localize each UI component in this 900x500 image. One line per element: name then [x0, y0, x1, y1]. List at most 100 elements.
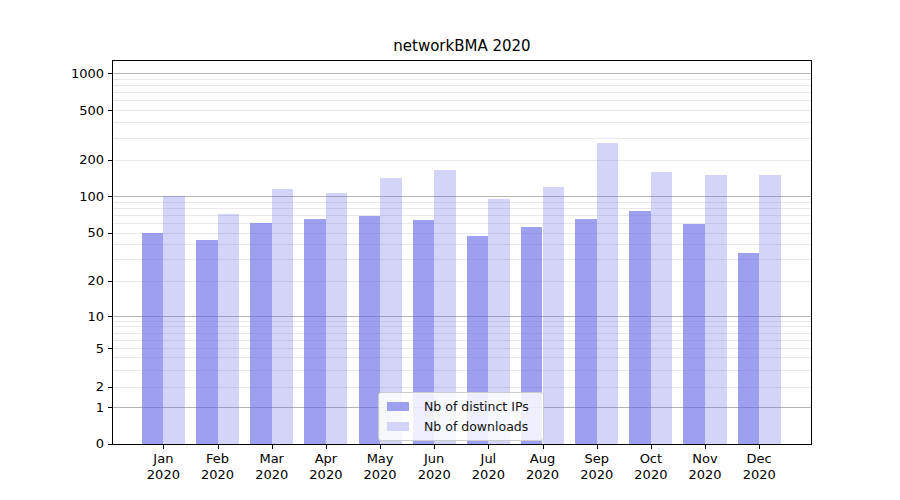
y-tick-mark: [108, 73, 112, 74]
bar-downloads: [163, 196, 185, 444]
y-tick-mark: [108, 160, 112, 161]
y-tick-mark: [108, 407, 112, 408]
x-tick-mark: [326, 445, 327, 449]
legend-item: Nb of downloads: [387, 419, 535, 434]
gridline-minor: [113, 110, 811, 111]
bar-distinct-ips: [738, 253, 760, 444]
x-axis-tick-label-line: Sep: [567, 451, 627, 467]
bar-downloads: [272, 189, 294, 444]
y-axis-tick-label: 1000: [34, 66, 104, 81]
x-axis-tick-label-line: Dec: [729, 451, 789, 467]
x-axis-tick-label-line: Apr: [296, 451, 356, 467]
x-axis-tick-label-line: 2020: [404, 467, 464, 483]
y-tick-mark: [108, 196, 112, 197]
y-tick-mark: [108, 444, 112, 445]
bar-downloads: [218, 214, 240, 444]
bar-distinct-ips: [304, 219, 326, 444]
y-axis-tick-label: 5: [34, 341, 104, 356]
bar-downloads: [651, 172, 673, 444]
y-tick-mark: [108, 281, 112, 282]
y-axis-tick-label: 10: [34, 309, 104, 324]
bar-downloads: [759, 175, 781, 444]
y-axis-tick-label: 20: [34, 273, 104, 288]
x-tick-mark: [597, 445, 598, 449]
x-axis-tick-label: May2020: [350, 451, 410, 483]
x-tick-mark: [380, 445, 381, 449]
legend-label: Nb of distinct IPs: [424, 399, 529, 414]
chart: networkBMA 2020 Nb of distinct IPs Nb of…: [0, 0, 900, 500]
x-axis-tick-label: Oct2020: [621, 451, 681, 483]
y-axis-tick-label: 50: [34, 225, 104, 240]
x-axis-tick-label-line: Nov: [675, 451, 735, 467]
legend-item: Nb of distinct IPs: [387, 399, 535, 414]
x-tick-mark: [543, 445, 544, 449]
gridline-minor: [113, 138, 811, 139]
x-axis-tick-label: Apr2020: [296, 451, 356, 483]
y-axis-tick-label: 500: [34, 103, 104, 118]
x-tick-mark: [272, 445, 273, 449]
bar-distinct-ips: [359, 216, 381, 444]
gridline-minor: [113, 92, 811, 93]
bar-downloads: [543, 187, 565, 444]
bar-distinct-ips: [575, 219, 597, 444]
x-axis-tick-label: Nov2020: [675, 451, 735, 483]
x-axis-tick-label: Sep2020: [567, 451, 627, 483]
x-axis-tick-label-line: 2020: [350, 467, 410, 483]
y-axis-tick-label: 100: [34, 189, 104, 204]
gridline-minor: [113, 122, 811, 123]
gridline-major: [113, 73, 811, 74]
bar-distinct-ips: [250, 223, 272, 444]
bar-distinct-ips: [629, 211, 651, 445]
bar-distinct-ips: [683, 224, 705, 444]
x-axis-tick-label-line: 2020: [567, 467, 627, 483]
chart-title: networkBMA 2020: [112, 37, 812, 55]
x-axis-tick-label-line: 2020: [675, 467, 735, 483]
y-axis-tick-label: 200: [34, 152, 104, 167]
bar-downloads: [326, 193, 348, 444]
x-axis-tick-label-line: Jun: [404, 451, 464, 467]
x-axis-tick-label: Jun2020: [404, 451, 464, 483]
x-tick-mark: [651, 445, 652, 449]
x-axis-tick-label-line: Feb: [188, 451, 248, 467]
y-tick-mark: [108, 110, 112, 111]
x-tick-mark: [163, 445, 164, 449]
x-axis-tick-label-line: 2020: [621, 467, 681, 483]
legend: Nb of distinct IPs Nb of downloads: [378, 392, 544, 441]
legend-label: Nb of downloads: [424, 419, 528, 434]
x-axis-tick-label-line: Jul: [458, 451, 518, 467]
x-axis-tick-label: Aug2020: [513, 451, 573, 483]
x-axis-tick-label-line: 2020: [296, 467, 356, 483]
x-tick-mark: [488, 445, 489, 449]
bar-downloads: [597, 143, 619, 444]
x-tick-mark: [434, 445, 435, 449]
x-axis-tick-label-line: 2020: [188, 467, 248, 483]
x-tick-mark: [759, 445, 760, 449]
y-axis-tick-label: 0: [34, 436, 104, 451]
y-tick-mark: [108, 316, 112, 317]
x-axis-tick-label: Dec2020: [729, 451, 789, 483]
x-axis-tick-label-line: 2020: [458, 467, 518, 483]
y-tick-mark: [108, 348, 112, 349]
x-axis-tick-label: Mar2020: [242, 451, 302, 483]
y-tick-mark: [108, 233, 112, 234]
x-tick-mark: [705, 445, 706, 449]
y-tick-mark: [108, 387, 112, 388]
bar-distinct-ips: [196, 240, 218, 444]
x-axis-tick-label-line: 2020: [729, 467, 789, 483]
x-axis-tick-label-line: Oct: [621, 451, 681, 467]
x-axis-tick-label-line: Mar: [242, 451, 302, 467]
plot-area: [112, 60, 812, 445]
x-tick-mark: [218, 445, 219, 449]
y-axis-tick-label: 1: [34, 400, 104, 415]
x-axis-tick-label-line: 2020: [513, 467, 573, 483]
x-axis-tick-label: Jul2020: [458, 451, 518, 483]
x-axis-tick-label-line: 2020: [242, 467, 302, 483]
legend-swatch-downloads: [387, 422, 409, 431]
gridline-minor: [113, 79, 811, 80]
gridline-minor: [113, 160, 811, 161]
gridline-minor: [113, 100, 811, 101]
y-axis-tick-label: 2: [34, 379, 104, 394]
x-axis-tick-label: Jan2020: [133, 451, 193, 483]
x-axis-tick-label: Feb2020: [188, 451, 248, 483]
x-axis-tick-label-line: May: [350, 451, 410, 467]
